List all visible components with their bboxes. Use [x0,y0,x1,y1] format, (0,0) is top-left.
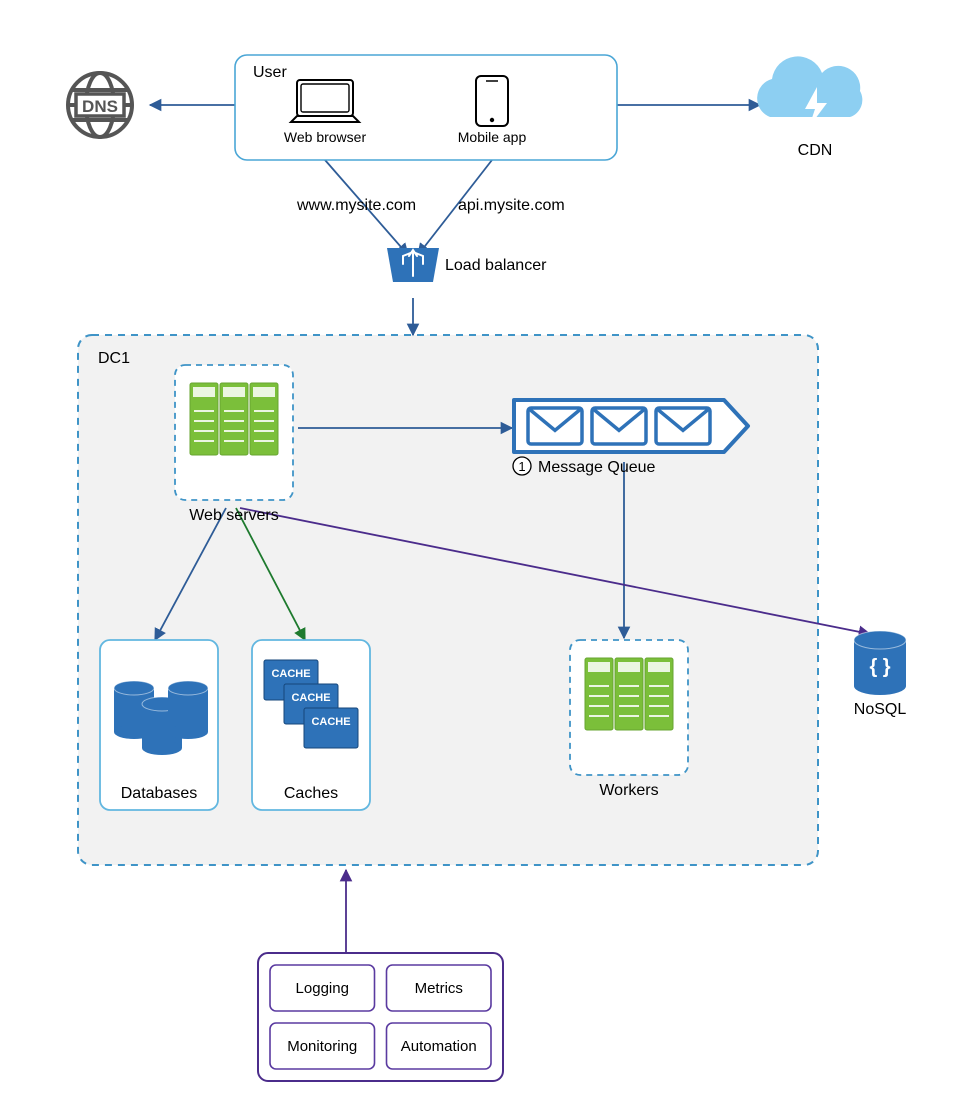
architecture-diagram: DC1 www.mysite.com api.mysite.com User Web b… [0,0,964,1108]
message-queue-label: Message Queue [538,459,656,476]
mq-badge-text: 1 [518,459,525,474]
dc1-label: DC1 [98,350,130,367]
svg-text:CACHE: CACHE [271,668,310,680]
dns-label: DNS [82,97,118,116]
workers-icon [585,658,673,730]
mobile-app-label: Mobile app [458,129,527,145]
ops-tool-label-1: Metrics [415,980,463,997]
web-servers-icon [190,383,278,455]
svg-text:{ }: { } [869,656,890,678]
ops-tool-label-3: Automation [401,1038,477,1055]
web-browser-label: Web browser [284,129,367,145]
ops-tool-label-0: Logging [296,980,349,997]
cdn-label: CDN [798,142,833,159]
edge-label-3: api.mysite.com [458,197,565,214]
svg-text:CACHE: CACHE [291,692,330,704]
web-servers-label: Web servers [189,507,279,524]
message-queue-icon [514,400,748,452]
load-balancer-label: Load balancer [445,257,547,274]
ops-tool-label-2: Monitoring [287,1038,357,1055]
load-balancer-icon [387,248,439,282]
databases-label: Databases [121,785,198,802]
caches-label: Caches [284,785,338,802]
svg-text:CACHE: CACHE [311,716,350,728]
edge-label-2: www.mysite.com [296,197,416,214]
workers-label: Workers [599,782,658,799]
cdn-icon [757,56,862,127]
nosql-label: NoSQL [854,701,907,718]
user-group-label: User [253,64,287,81]
